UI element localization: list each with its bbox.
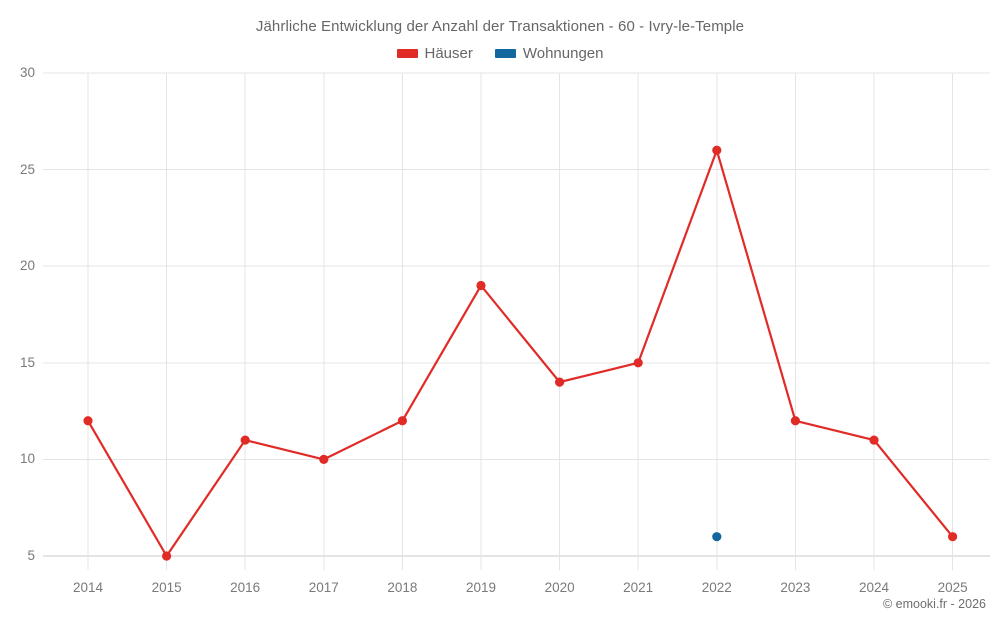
data-points bbox=[83, 145, 958, 561]
x-axis-tick-label: 2022 bbox=[701, 580, 732, 595]
legend-item-hauser[interactable]: Häuser bbox=[396, 45, 473, 62]
x-axis-tick-label: 2023 bbox=[780, 580, 811, 595]
data-point[interactable] bbox=[790, 416, 801, 426]
x-axis-tick-label: 2019 bbox=[465, 580, 497, 595]
x-axis-tick-label: 2021 bbox=[623, 580, 654, 595]
legend-swatch-wohnungen bbox=[494, 49, 516, 58]
y-axis-tick-label: 30 bbox=[19, 65, 35, 80]
data-point[interactable] bbox=[319, 454, 329, 464]
x-axis-tick-label: 2016 bbox=[230, 580, 261, 595]
series-line-0 bbox=[86, 149, 954, 558]
data-point[interactable] bbox=[397, 416, 407, 426]
chart-title: Jährliche Entwicklung der Anzahl der Tra… bbox=[255, 18, 745, 35]
legend-item-wohnungen[interactable]: Wohnungen bbox=[494, 45, 604, 62]
data-point[interactable] bbox=[712, 145, 722, 155]
y-axis-tick-label: 5 bbox=[27, 548, 35, 563]
x-axis-tick-label: 2014 bbox=[72, 580, 104, 595]
data-point[interactable] bbox=[240, 435, 250, 445]
x-axis-tick-label: 2017 bbox=[308, 580, 339, 595]
plot-svg bbox=[43, 72, 990, 570]
y-axis-tick-label: 25 bbox=[19, 161, 35, 177]
chart-legend: Häuser Wohnungen bbox=[0, 45, 1000, 62]
data-point[interactable] bbox=[476, 280, 486, 291]
y-axis-tick-label: 20 bbox=[19, 258, 35, 274]
data-point[interactable] bbox=[869, 435, 879, 445]
x-axis-tick-label: 2024 bbox=[858, 580, 890, 595]
data-point[interactable] bbox=[948, 532, 958, 542]
data-point[interactable] bbox=[555, 377, 565, 387]
data-point[interactable] bbox=[712, 532, 722, 542]
grid-lines bbox=[43, 72, 990, 570]
data-point[interactable] bbox=[162, 551, 172, 561]
y-axis-tick-label: 10 bbox=[19, 451, 35, 467]
plot-area bbox=[43, 72, 990, 570]
footer-copyright: © emooki.fr - 2026 bbox=[882, 597, 986, 611]
legend-label-hauser: Häuser bbox=[424, 45, 473, 62]
legend-label-wohnungen: Wohnungen bbox=[522, 45, 604, 62]
x-axis-tick-label: 2025 bbox=[937, 580, 968, 595]
legend-swatch-hauser bbox=[396, 49, 418, 58]
x-axis-tick-label: 2015 bbox=[151, 580, 182, 595]
x-axis-tick-label: 2018 bbox=[387, 580, 418, 595]
series-lines bbox=[86, 149, 954, 558]
y-axis-tick-label: 15 bbox=[19, 354, 35, 370]
x-axis-tick-label: 2020 bbox=[544, 580, 575, 595]
data-point[interactable] bbox=[83, 416, 93, 426]
data-point[interactable] bbox=[633, 358, 643, 368]
